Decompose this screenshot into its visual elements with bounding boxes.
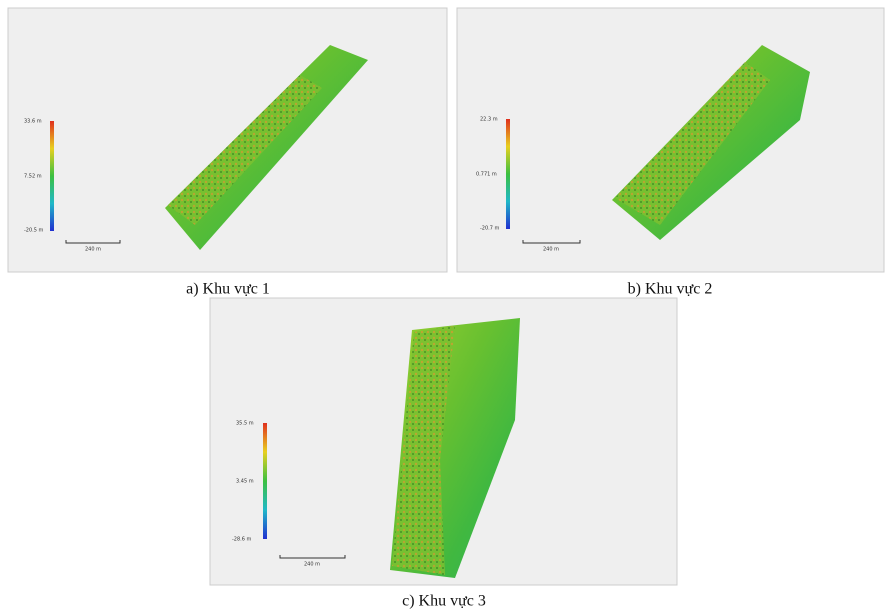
caption: c) Khu vực 3 bbox=[402, 593, 486, 610]
colorbar-mid: 7.52 m bbox=[24, 174, 42, 180]
colorbar-mid: 0.771 m bbox=[476, 172, 497, 178]
caption: b) Khu vực 2 bbox=[628, 281, 713, 298]
scale-label: 240 m bbox=[543, 247, 559, 253]
colorbar-max: 22.3 m bbox=[480, 117, 498, 123]
colorbar bbox=[50, 121, 54, 231]
colorbar-mid: 3.45 m bbox=[236, 479, 254, 485]
scale-label: 240 m bbox=[304, 562, 320, 568]
colorbar-min: -28.6 m bbox=[232, 537, 252, 543]
caption: a) Khu vực 1 bbox=[186, 281, 270, 298]
scale-label: 240 m bbox=[85, 247, 101, 253]
colorbar bbox=[263, 423, 267, 539]
panel-frame bbox=[8, 8, 447, 272]
colorbar-max: 35.5 m bbox=[236, 421, 254, 427]
figure: 33.6 m 7.52 m -20.5 m 240 m a) Khu vực 1… bbox=[0, 0, 888, 614]
colorbar-min: -20.7 m bbox=[480, 226, 500, 232]
colorbar-min: -20.5 m bbox=[24, 228, 44, 234]
colorbar bbox=[506, 119, 510, 229]
colorbar-max: 33.6 m bbox=[24, 119, 42, 125]
